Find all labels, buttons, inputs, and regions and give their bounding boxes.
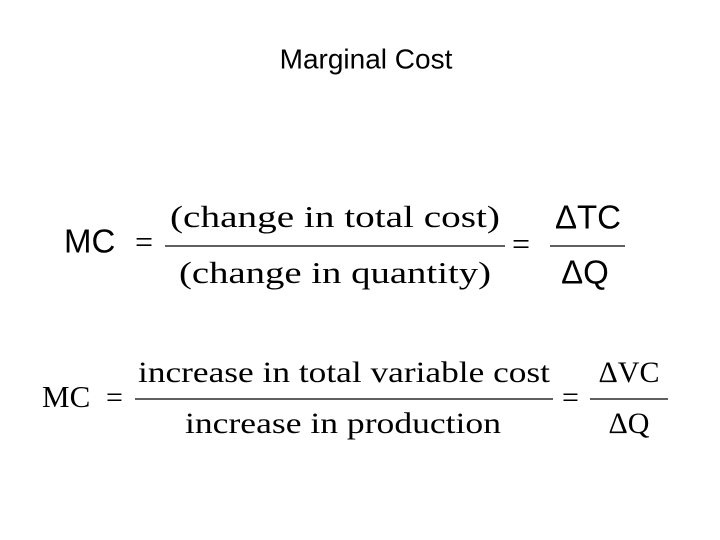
slide-title: Marginal Cost [280,43,453,74]
equals: = [562,381,579,414]
denominator: ΔQ [609,407,650,440]
numerator: (change in total cost) [170,199,500,234]
numerator: ΔVC [599,356,660,389]
denominator: increase in production [185,407,501,440]
equals: = [106,381,123,414]
denominator: ΔQ [561,254,609,291]
denominator: (change in quantity) [179,255,491,290]
lhs: MC [64,223,115,260]
equation: MC = (change in total cost) (change in q… [64,199,625,291]
numerator: increase in total variable cost [138,356,551,389]
equals: = [135,223,153,259]
numerator: ΔTC [555,199,621,236]
lhs: MC [42,379,90,414]
equals: = [512,225,530,261]
equation: MC = increase in total variable cost inc… [42,356,668,440]
